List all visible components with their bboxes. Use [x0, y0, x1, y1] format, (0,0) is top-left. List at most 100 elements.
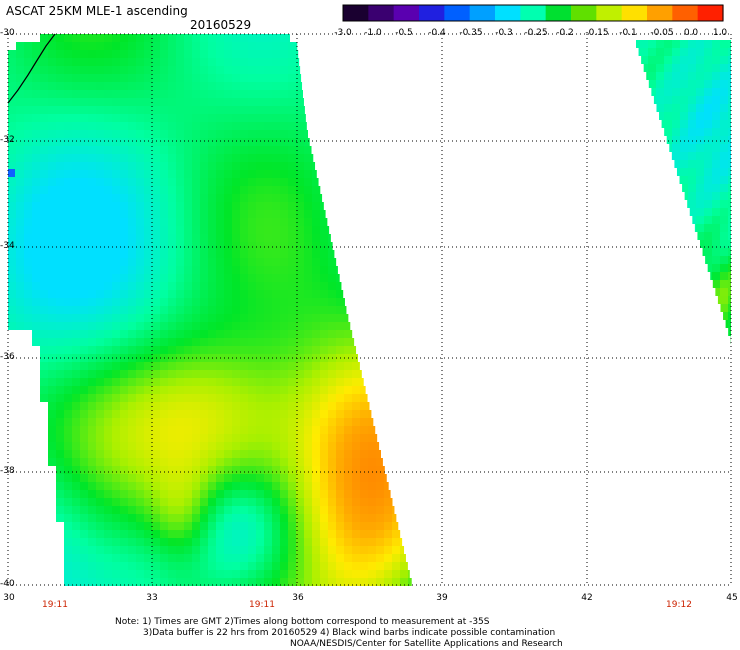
colorbar-segment [672, 5, 699, 21]
data-cell [112, 162, 120, 170]
data-cell [192, 274, 200, 282]
data-cell [208, 106, 216, 114]
data-cell [200, 130, 208, 138]
data-cell [32, 266, 40, 274]
data-cell [88, 250, 96, 258]
data-cell [168, 442, 176, 450]
data-cell [288, 58, 296, 66]
data-cell [312, 522, 320, 530]
data-cell [272, 210, 280, 218]
data-cell [704, 200, 712, 208]
data-cell [176, 146, 184, 154]
data-cell [48, 306, 56, 314]
data-cell [72, 34, 80, 42]
data-cell [296, 138, 304, 146]
data-cell [72, 402, 80, 410]
data-cell [384, 522, 392, 530]
data-cell [240, 282, 248, 290]
data-cell [280, 562, 288, 570]
data-cell [232, 322, 240, 330]
data-cell [8, 146, 16, 154]
data-cell [184, 562, 192, 570]
data-cell [712, 120, 720, 128]
data-cell [112, 498, 120, 506]
data-cell [224, 426, 232, 434]
lon-label: 39 [436, 593, 448, 603]
data-cell [344, 386, 352, 394]
data-cell [264, 314, 272, 322]
data-cell [176, 74, 184, 82]
data-cell [128, 66, 136, 74]
data-cell [248, 90, 256, 98]
data-cell [96, 242, 104, 250]
data-cell [72, 82, 80, 90]
data-cell [88, 210, 96, 218]
data-cell [208, 226, 216, 234]
data-cell [320, 578, 328, 586]
data-cell [200, 458, 208, 466]
data-cell [704, 64, 712, 72]
data-cell [112, 258, 120, 266]
data-cell [288, 170, 296, 178]
data-cell [360, 378, 364, 386]
data-cell [56, 106, 64, 114]
data-cell [320, 562, 328, 570]
data-cell [184, 194, 192, 202]
data-cell [88, 394, 96, 402]
data-cell [272, 242, 280, 250]
data-cell [168, 322, 176, 330]
data-cell [296, 394, 304, 402]
data-cell [296, 74, 302, 82]
data-cell [696, 120, 704, 128]
data-cell [184, 290, 192, 298]
data-cell [184, 314, 192, 322]
data-cell [728, 48, 731, 56]
colorbar-frame [342, 4, 724, 22]
data-cell [192, 442, 200, 450]
data-cell [360, 482, 368, 490]
data-cell [40, 226, 48, 234]
data-cell [296, 378, 304, 386]
data-cell [336, 386, 344, 394]
data-cell [720, 64, 728, 72]
data-cell [368, 538, 376, 546]
data-cell [152, 178, 160, 186]
data-cell [56, 490, 64, 498]
data-cell [256, 66, 264, 74]
data-cell [104, 322, 112, 330]
data-cell [32, 138, 40, 146]
data-cell [80, 410, 88, 418]
data-cell [272, 298, 280, 306]
data-cell [688, 136, 696, 144]
data-cell [224, 186, 232, 194]
data-cell [184, 258, 192, 266]
data-cell [184, 306, 192, 314]
data-cell [96, 394, 104, 402]
data-cell [728, 296, 731, 304]
data-cell [88, 266, 96, 274]
data-cell [288, 402, 296, 410]
data-cell [312, 498, 320, 506]
data-cell [152, 122, 160, 130]
data-cell [216, 442, 224, 450]
data-cell [200, 90, 208, 98]
data-cell [392, 530, 400, 538]
data-cell [192, 258, 200, 266]
data-cell [216, 202, 224, 210]
data-cell [720, 96, 728, 104]
data-cell [208, 578, 216, 586]
data-cell [72, 298, 80, 306]
data-cell [128, 402, 136, 410]
data-cell [296, 442, 304, 450]
data-cell [104, 330, 112, 338]
data-cell [680, 40, 688, 48]
data-cell [168, 34, 176, 42]
data-cell [280, 74, 288, 82]
data-cell [72, 314, 80, 322]
data-cell [674, 160, 680, 168]
data-cell [672, 56, 680, 64]
data-cell [296, 514, 304, 522]
data-cell [256, 442, 264, 450]
data-cell [112, 170, 120, 178]
data-cell [280, 378, 288, 386]
